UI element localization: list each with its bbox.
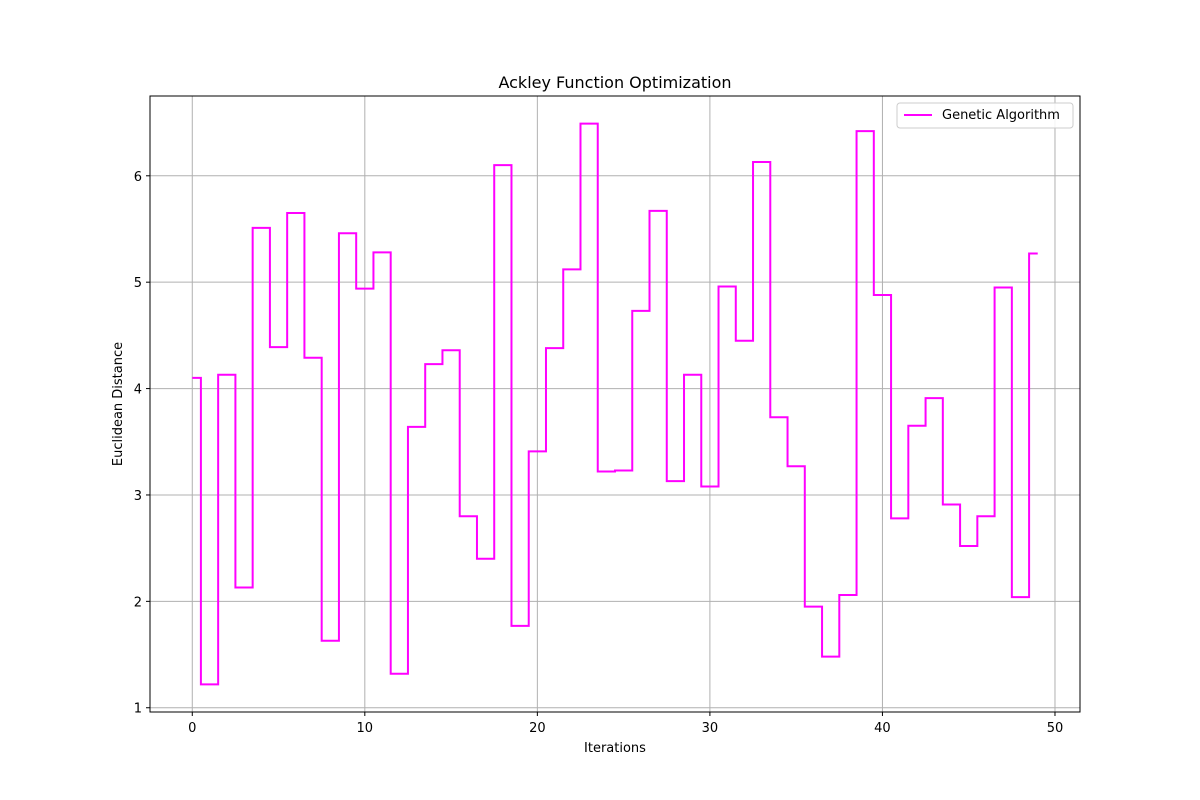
- legend[interactable]: Genetic Algorithm: [896, 102, 1074, 129]
- y-tick-label: 2: [134, 595, 142, 610]
- series-layer: [192, 122, 1038, 686]
- legend-box: [896, 102, 1074, 129]
- x-tick-label: 0: [188, 721, 196, 736]
- chart-title: Ackley Function Optimization: [498, 73, 731, 92]
- x-axis: 0 10 20 30 40 50: [188, 712, 1063, 736]
- x-tick-label: 40: [874, 721, 891, 736]
- x-tick-label: 20: [529, 721, 546, 736]
- x-tick-label: 30: [702, 721, 719, 736]
- grid-lines: [150, 96, 1080, 712]
- series-line: [192, 122, 1038, 686]
- x-axis-label: Iterations: [584, 741, 646, 756]
- y-tick-label: 6: [134, 170, 142, 185]
- y-tick-label: 3: [134, 489, 142, 504]
- y-axis-label: Euclidean Distance: [111, 342, 126, 466]
- plot-frame: [149, 95, 1081, 713]
- x-tick-label: 50: [1047, 721, 1064, 736]
- y-axis: 1 2 3 4 5 6: [134, 170, 150, 717]
- y-tick-label: 4: [134, 383, 142, 398]
- x-tick-label: 10: [357, 721, 374, 736]
- legend-label: Genetic Algorithm: [942, 108, 1060, 123]
- y-tick-label: 5: [134, 276, 142, 291]
- y-tick-label: 1: [134, 702, 142, 717]
